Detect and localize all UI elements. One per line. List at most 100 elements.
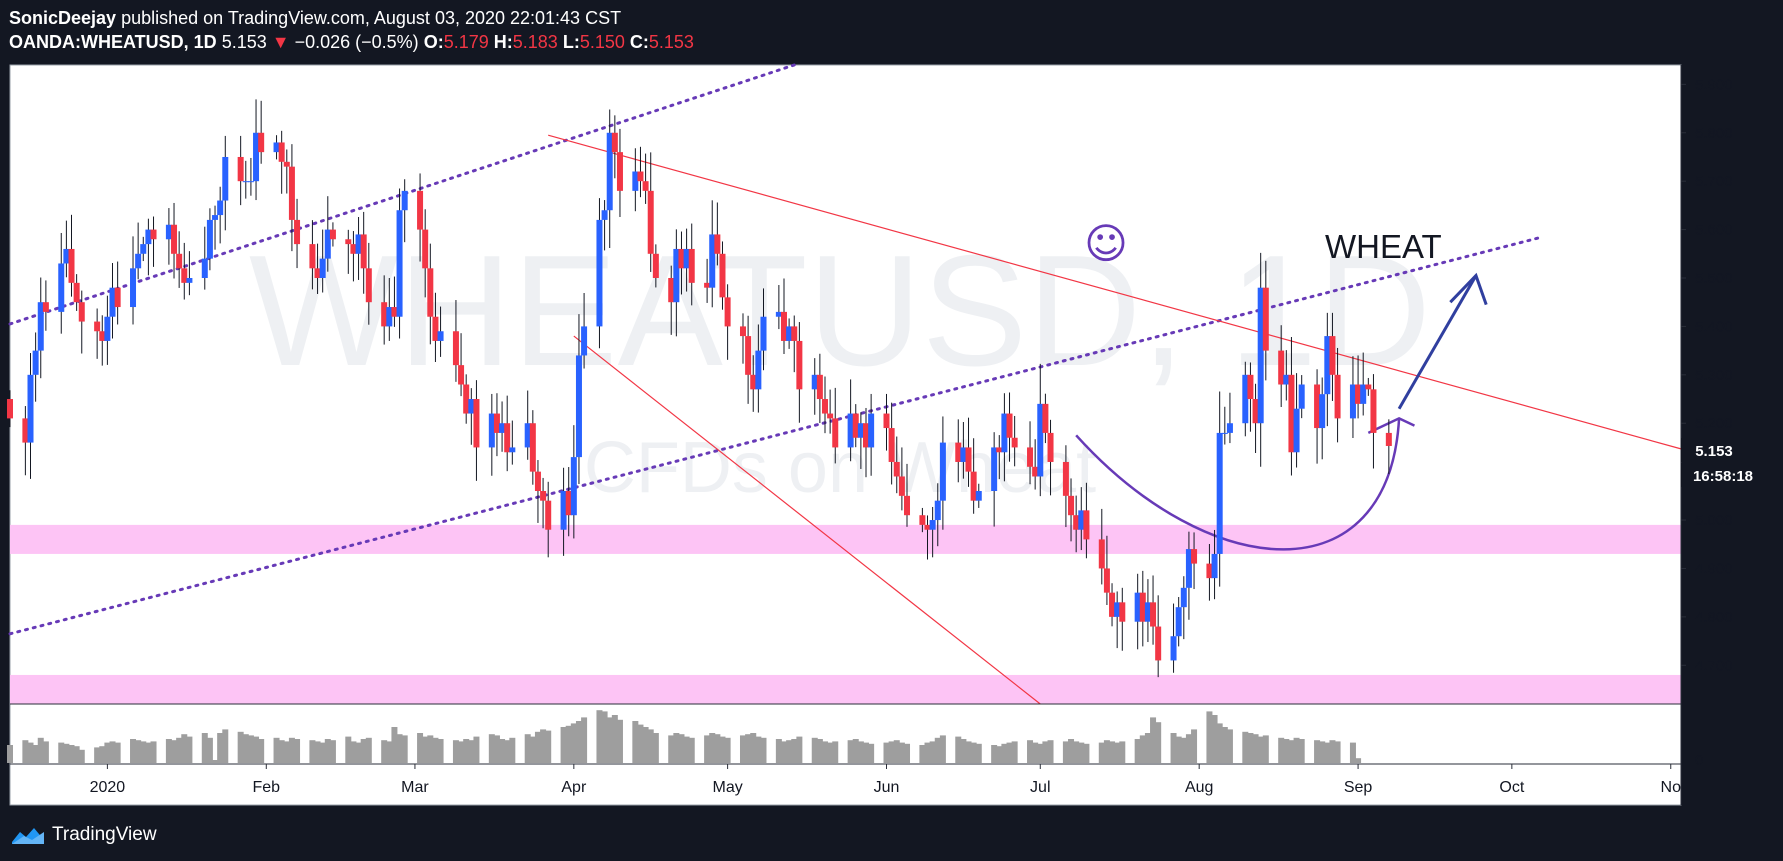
candle[interactable] [165,208,172,265]
candle[interactable] [652,244,659,288]
candle[interactable] [965,417,972,487]
candle[interactable] [827,389,834,434]
candle[interactable] [58,232,65,334]
candle[interactable] [755,324,762,413]
candle[interactable] [22,406,29,476]
candle[interactable] [1226,392,1233,444]
candle[interactable] [832,387,839,464]
candle[interactable] [904,463,911,527]
candle[interactable] [1134,573,1141,650]
candle[interactable] [606,109,613,248]
candle[interactable] [145,218,152,276]
candle[interactable] [42,280,49,331]
candle[interactable] [688,223,695,306]
candle[interactable] [929,506,936,558]
candle[interactable] [135,222,142,280]
candle[interactable] [719,241,726,310]
candle[interactable] [1109,583,1116,627]
candle[interactable] [473,380,480,481]
candle[interactable] [1355,355,1362,419]
candle[interactable] [780,278,787,355]
candle[interactable] [704,258,711,303]
candle[interactable] [545,481,552,558]
candle[interactable] [247,157,254,196]
candle[interactable] [575,314,582,484]
candle[interactable] [647,152,654,272]
candle[interactable] [534,460,541,523]
candle[interactable] [996,435,1003,480]
candle[interactable] [975,483,982,508]
candle[interactable] [678,231,685,295]
candle[interactable] [760,288,767,371]
candle[interactable] [919,507,926,533]
candle[interactable] [432,292,439,362]
candle[interactable] [642,153,649,204]
candle[interactable] [1119,587,1126,651]
candle[interactable] [893,436,900,494]
candle[interactable] [863,407,870,478]
candle[interactable] [898,447,905,511]
price-axis[interactable]: 5.900 5.800 5.700 5.600 5.500 5.400 5.300 5.200… [1681,76,1733,769]
candle[interactable] [104,295,111,365]
candle[interactable] [206,208,213,271]
candle[interactable] [1314,369,1321,464]
candle[interactable] [632,148,639,212]
candle[interactable] [883,393,890,451]
candle[interactable] [786,318,793,349]
support-trendline[interactable] [573,335,1041,705]
candle[interactable] [1037,363,1044,497]
candle[interactable] [816,353,823,423]
candle[interactable] [714,202,721,266]
candle[interactable] [724,284,731,360]
candle[interactable] [560,467,567,556]
candle[interactable] [1098,508,1105,585]
candle[interactable] [601,200,608,251]
candle[interactable] [401,179,408,243]
candle[interactable] [130,236,137,325]
candle[interactable] [934,483,941,547]
candle[interactable] [1155,595,1162,678]
candle[interactable] [1247,362,1254,432]
candle[interactable] [329,222,336,247]
candle[interactable] [1360,352,1367,416]
candle[interactable] [811,358,818,415]
candle[interactable] [1170,603,1177,673]
candle[interactable] [32,332,39,402]
candle[interactable] [955,419,962,483]
candle[interactable] [1262,260,1269,381]
candle[interactable] [750,355,757,412]
candle[interactable] [739,313,746,364]
candle[interactable] [63,220,70,278]
candle[interactable] [1042,393,1049,444]
candle[interactable] [847,379,854,462]
candle[interactable] [1144,579,1151,643]
candle[interactable] [1068,478,1075,542]
candle[interactable] [939,416,946,530]
candle[interactable] [796,322,803,423]
candle[interactable] [1385,419,1392,475]
candle[interactable] [171,202,178,279]
candle[interactable] [78,290,85,354]
candle[interactable] [1150,575,1157,645]
candle[interactable] [360,211,367,294]
candle[interactable] [596,198,603,349]
support-zone-0[interactable] [10,524,1681,554]
candle[interactable] [581,293,588,369]
candle[interactable] [242,160,249,199]
candle[interactable] [319,229,326,293]
candle[interactable] [1278,325,1285,408]
candle[interactable] [504,395,511,472]
candle[interactable] [258,100,265,164]
candle[interactable] [709,200,716,308]
candle[interactable] [1349,356,1356,438]
candle[interactable] [314,243,321,294]
candle[interactable] [463,374,470,424]
candle[interactable] [222,135,229,231]
candle[interactable] [278,130,285,194]
candle[interactable] [68,214,75,297]
candle[interactable] [1298,375,1305,419]
candle[interactable] [109,262,116,339]
brand-name[interactable]: TradingView [52,824,157,845]
candle[interactable] [140,236,147,262]
candle[interactable] [253,99,260,201]
